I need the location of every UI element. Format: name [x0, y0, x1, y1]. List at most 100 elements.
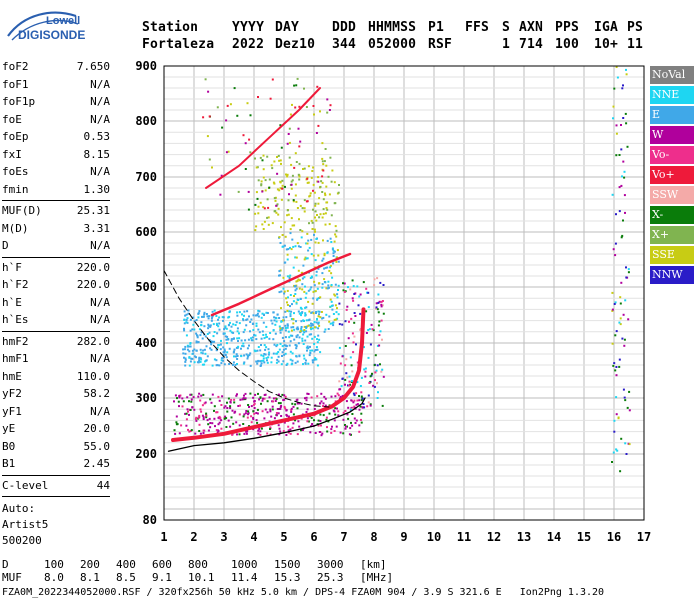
echo-point — [257, 432, 260, 435]
echo-point — [198, 357, 201, 360]
echo-point — [192, 352, 195, 355]
echo-point — [333, 318, 336, 321]
echo-point — [213, 331, 216, 333]
echo-point — [377, 391, 379, 394]
parameter-value: N/A — [90, 77, 110, 91]
parameter-row: foF2 7.650 — [2, 58, 110, 76]
echo-point — [182, 400, 185, 403]
echo-point — [348, 384, 351, 387]
echo-point — [242, 345, 245, 348]
echo-point — [210, 401, 213, 404]
chart-axes: 1 2 3 4 5 6 7 8 9 10 11 12 13 14 15 16 17802003004005006… — [135, 59, 651, 544]
echo-point — [318, 313, 320, 316]
echo-point — [257, 205, 260, 208]
echo-point — [332, 252, 335, 255]
echo-point — [279, 159, 282, 162]
echo-point — [256, 312, 259, 315]
echo-point — [303, 258, 306, 261]
echo-point — [176, 397, 178, 400]
echo-point — [300, 327, 303, 330]
echo-point — [295, 280, 298, 283]
echo-point — [190, 393, 193, 396]
echo-point — [249, 392, 252, 395]
echo-point — [249, 151, 252, 154]
echo-point — [351, 407, 354, 410]
echo-point — [299, 204, 302, 207]
echo-point — [369, 343, 372, 346]
echo-point — [190, 429, 193, 432]
echo-point — [307, 239, 310, 242]
echo-point — [178, 396, 181, 399]
echo-point — [315, 274, 318, 277]
echo-point — [218, 415, 221, 418]
echo-point — [222, 356, 225, 359]
echo-point — [367, 394, 370, 397]
echo-point — [614, 301, 617, 304]
echo-point — [281, 184, 284, 187]
echo-point — [338, 184, 340, 186]
echo-point — [187, 428, 189, 431]
echo-point — [200, 324, 203, 327]
echo-point — [306, 177, 309, 180]
echo-point — [314, 216, 316, 219]
echo-point — [269, 433, 272, 436]
echo-point — [286, 362, 289, 365]
parameter-name: hmF2 — [2, 334, 29, 348]
echo-point — [617, 417, 620, 420]
echo-point — [300, 312, 303, 315]
echo-point — [216, 431, 219, 434]
echo-point — [262, 357, 265, 360]
echo-point — [378, 344, 381, 347]
echo-point — [226, 401, 228, 404]
echo-point — [359, 328, 362, 331]
parameter-value: 25.31 — [76, 204, 110, 217]
echo-point — [251, 336, 254, 339]
echo-point — [227, 419, 230, 422]
echo-point — [268, 178, 271, 181]
echo-point — [267, 356, 270, 359]
echo-point — [271, 322, 274, 325]
echo-point — [612, 117, 614, 120]
echo-point — [252, 410, 255, 413]
echo-point — [307, 324, 310, 327]
echo-point — [237, 345, 240, 348]
parameter-name: hmE — [2, 369, 22, 383]
echo-point — [296, 360, 299, 363]
echo-point — [305, 242, 308, 245]
echo-point — [242, 362, 245, 365]
header-iga-label: IGA — [594, 20, 619, 35]
echo-point — [310, 416, 313, 419]
echo-point — [300, 320, 303, 323]
echo-point — [236, 393, 238, 396]
echo-point — [202, 418, 205, 421]
footer-source-info: FZA0M_2022344052000.RSF / 320fx256h 50 k… — [2, 587, 605, 598]
echo-point — [374, 379, 376, 382]
parameter-value: N/A — [90, 295, 110, 309]
y-tick-label: 300 — [135, 391, 157, 405]
echo-point — [207, 323, 210, 326]
echo-point — [288, 336, 291, 339]
echo-point — [624, 442, 627, 445]
parameter-name: B1 — [2, 457, 16, 470]
echo-point — [313, 335, 316, 338]
echo-point — [278, 433, 281, 436]
echo-point — [305, 327, 308, 330]
echo-point — [216, 323, 218, 326]
echo-point — [360, 418, 362, 421]
echo-point — [186, 317, 189, 320]
x-tick-label: 5 — [280, 530, 287, 544]
echo-point — [257, 360, 259, 363]
echo-point — [359, 312, 362, 315]
legend-item-ssw: SSW — [650, 186, 694, 204]
echo-point — [289, 246, 291, 249]
echo-point — [291, 179, 294, 182]
echo-point — [301, 277, 304, 280]
echo-point — [322, 208, 325, 211]
parameter-row: hmF1 N/A — [2, 350, 110, 368]
parameter-group-muf: MUF(D) 25.31 M(D) 3.31 D N/A — [2, 202, 110, 255]
echo-point — [175, 421, 178, 424]
echo-point — [621, 175, 623, 178]
echo-point — [295, 345, 298, 348]
echo-point — [379, 330, 382, 333]
parameter-row: yE 20.0 — [2, 420, 110, 438]
